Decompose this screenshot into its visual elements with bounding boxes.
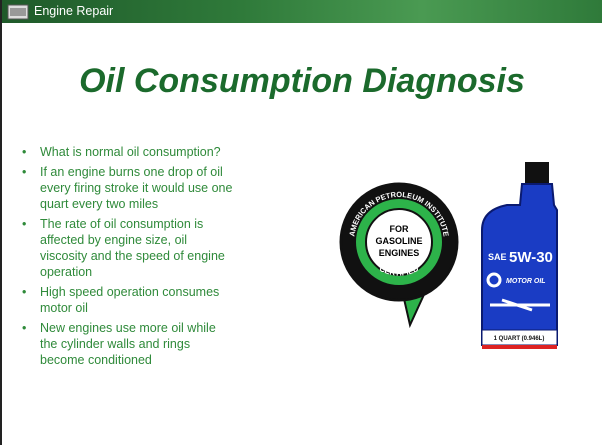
bullet-item: New engines use more oil while the cylin… (22, 320, 235, 368)
bullet-list: What is normal oil consumption? If an eng… (22, 144, 252, 372)
header-bar: Engine Repair (2, 0, 602, 23)
bottle-cap (525, 162, 549, 184)
slide: Engine Repair Oil Consumption Diagnosis … (0, 0, 602, 445)
slide-title: Oil Consumption Diagnosis (2, 62, 602, 101)
logo-center-text: FOR (390, 224, 409, 234)
bottle-base (482, 345, 557, 349)
bottle-grade: 5W-30 (509, 249, 553, 266)
bullet-item: High speed operation consumes motor oil (22, 284, 235, 316)
logo-center-text: GASOLINE (375, 236, 422, 246)
illustration: AMERICAN PETROLEUM INSTITUTE CERTIFIED F… (332, 150, 572, 350)
bullet-item: The rate of oil consumption is affected … (22, 216, 235, 280)
bottle-product: MOTOR OIL (506, 278, 546, 285)
header-title: Engine Repair (34, 4, 113, 18)
bullet-item: What is normal oil consumption? (22, 144, 235, 160)
bottle-volume: 1 QUART (0.946L) (494, 336, 545, 342)
bullet-item: If an engine burns one drop of oil every… (22, 164, 235, 212)
bottle-sae: SAE (488, 252, 507, 262)
header-icon (6, 0, 32, 23)
logo-center-text: ENGINES (379, 248, 420, 258)
